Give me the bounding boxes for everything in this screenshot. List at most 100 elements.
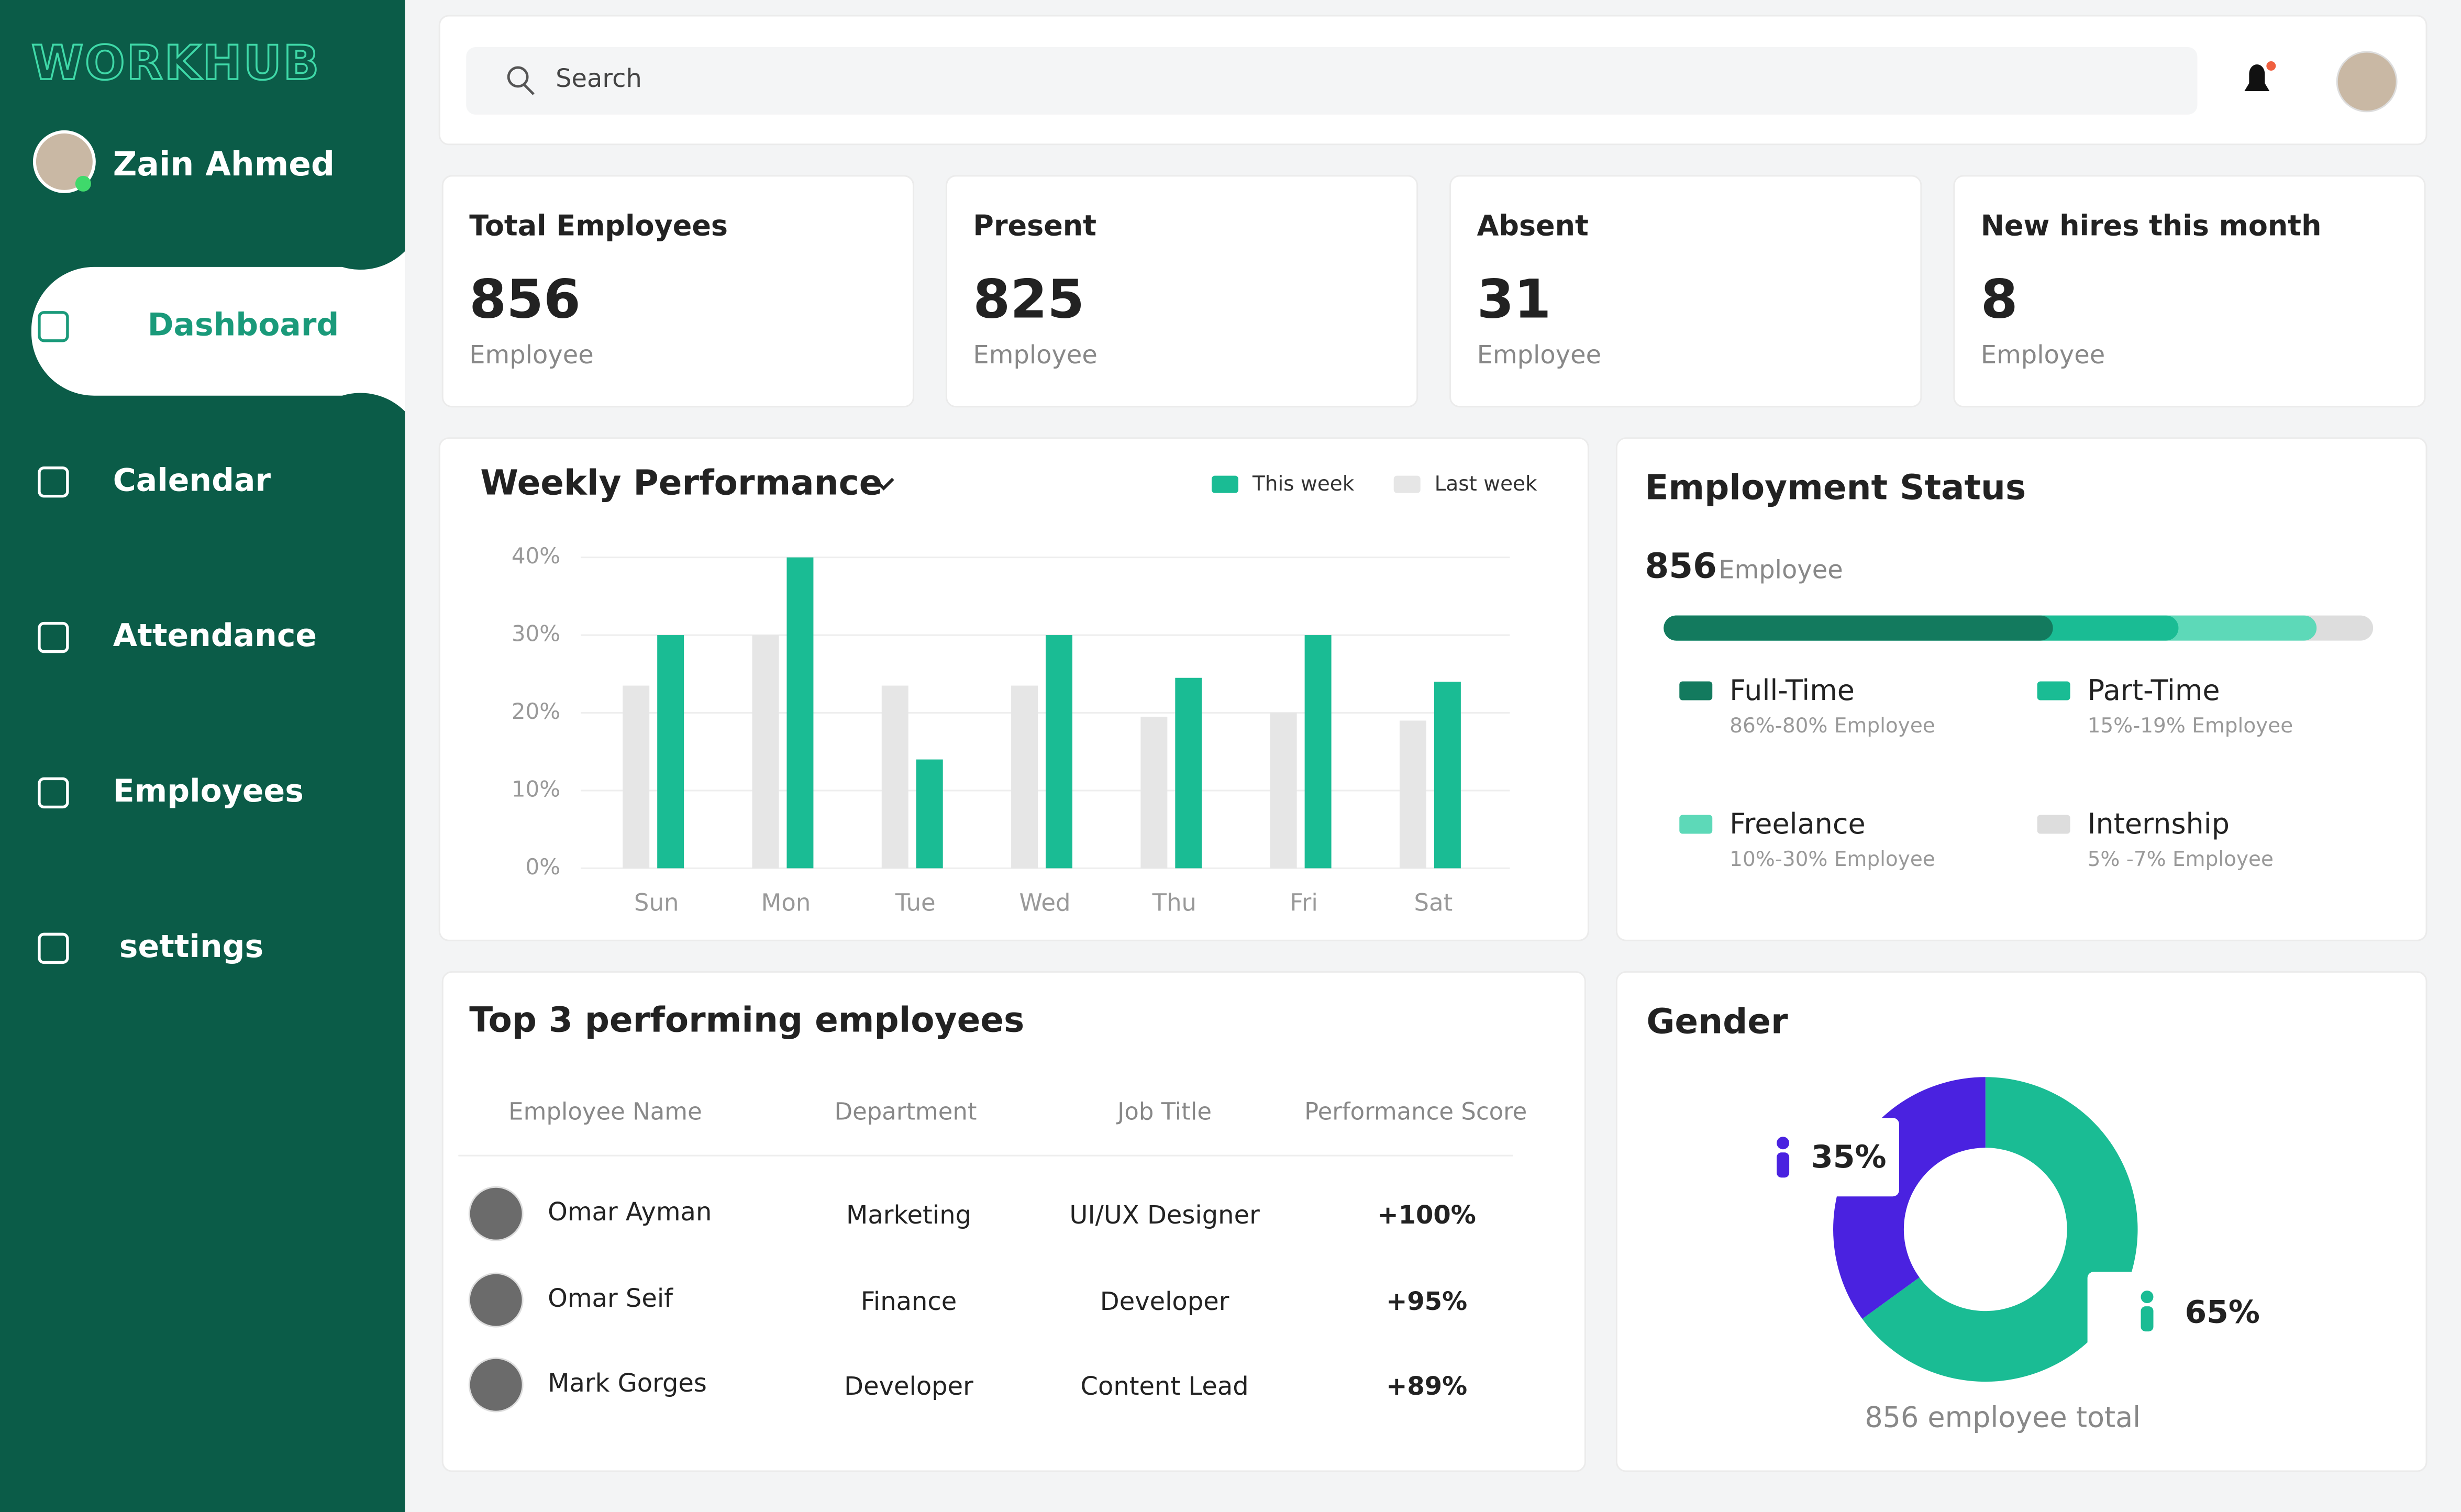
stat-unit: Employee xyxy=(1981,340,2105,370)
legend-swatch xyxy=(2037,681,2070,701)
active-nav-bg xyxy=(31,251,405,412)
person-icon-body xyxy=(2141,1306,2154,1332)
bar xyxy=(752,635,779,869)
stat-label: Total Employees xyxy=(469,209,728,242)
stat-value: 856 xyxy=(469,269,581,331)
performance-score: +95% xyxy=(1386,1287,1467,1316)
legend-swatch xyxy=(1393,475,1421,493)
status-total: 856 xyxy=(1645,546,1717,586)
x-tick-label: Fri xyxy=(1290,888,1318,916)
dropdown-icon[interactable] xyxy=(873,477,894,491)
x-tick-label: Thu xyxy=(1152,888,1196,916)
bar xyxy=(1175,677,1202,869)
y-tick-label: 0% xyxy=(526,854,561,880)
logo: WORKHUB xyxy=(31,36,320,91)
section-title: Gender xyxy=(1646,1001,1788,1041)
column-header: Performance Score xyxy=(1304,1097,1527,1125)
chart-title: Weekly Performance xyxy=(480,463,882,503)
user-name: Zain Ahmed xyxy=(113,145,335,183)
legend-label: Last week xyxy=(1435,472,1537,496)
nav-item: Dashboard xyxy=(148,306,339,343)
donut-caption: 856 employee total xyxy=(1865,1401,2141,1434)
bell-icon[interactable] xyxy=(2244,64,2270,91)
bar xyxy=(1399,720,1426,869)
bar xyxy=(1270,713,1297,869)
header-avatar[interactable] xyxy=(2336,51,2398,113)
legend-sublabel: 10%-30% Employee xyxy=(1730,848,1935,871)
table-cell: Finance xyxy=(861,1287,957,1316)
nav-item: settings xyxy=(119,928,263,965)
y-tick-label: 40% xyxy=(512,543,560,569)
label-box xyxy=(2087,1272,2260,1354)
bell-dot xyxy=(2266,61,2276,71)
donut-slice xyxy=(1862,1077,2138,1382)
search-icon xyxy=(507,66,529,88)
x-tick-label: Sun xyxy=(634,888,679,916)
stat-unit: Employee xyxy=(973,340,1098,370)
stat-card xyxy=(945,175,1418,408)
section-title: Employment Status xyxy=(1645,468,2026,508)
bar xyxy=(1046,635,1073,869)
sidebar xyxy=(0,0,405,1512)
x-tick-label: Sat xyxy=(1414,888,1453,916)
legend-swatch xyxy=(1679,681,1713,701)
table-cell: Marketing xyxy=(846,1200,971,1230)
nav-item: Attendance xyxy=(113,617,317,654)
donut-label: 35% xyxy=(1811,1139,1886,1175)
employee-avatar xyxy=(468,1186,524,1241)
bar xyxy=(916,759,943,869)
column-header: Job Title xyxy=(1116,1097,1212,1125)
legend-sublabel: 15%-19% Employee xyxy=(2088,714,2293,738)
bar xyxy=(881,685,908,869)
legend-label: This week xyxy=(1252,472,1355,496)
stat-label: New hires this month xyxy=(1981,209,2322,242)
column-header: Employee Name xyxy=(508,1097,702,1125)
nav-icon[interactable] xyxy=(38,311,69,342)
table-cell: Content Lead xyxy=(1081,1372,1249,1401)
nav-icon[interactable] xyxy=(38,932,69,964)
status-unit: Employee xyxy=(1719,555,1843,585)
legend-sublabel: 86%-80% Employee xyxy=(1730,714,1935,738)
x-tick-label: Mon xyxy=(761,888,811,916)
label-box xyxy=(1758,1118,1899,1197)
nav-icon[interactable] xyxy=(38,621,69,653)
table-cell: Developer xyxy=(1100,1287,1229,1316)
person-icon xyxy=(2141,1291,2154,1304)
stat-label: Present xyxy=(973,209,1096,242)
bar xyxy=(657,635,684,869)
nav-icon[interactable] xyxy=(38,466,69,498)
y-tick-label: 10% xyxy=(512,776,560,802)
employee-avatar xyxy=(468,1357,524,1413)
performance-score: +89% xyxy=(1386,1372,1467,1401)
employment-card xyxy=(1615,437,2427,941)
legend-label: Freelance xyxy=(1730,807,1866,840)
user-avatar xyxy=(32,130,96,193)
x-tick-label: Tue xyxy=(895,888,936,916)
legend-swatch xyxy=(1679,815,1713,834)
bar xyxy=(1434,682,1461,869)
table-card xyxy=(441,971,1586,1472)
person-icon-body xyxy=(1777,1152,1790,1178)
bar xyxy=(623,685,650,869)
table-cell: Omar Ayman xyxy=(548,1197,712,1227)
online-dot xyxy=(75,175,91,192)
stat-unit: Employee xyxy=(1477,340,1602,370)
legend-sublabel: 5% -7% Employee xyxy=(2088,848,2274,871)
stat-value: 8 xyxy=(1981,269,2018,331)
bar xyxy=(1140,716,1168,869)
stat-card xyxy=(441,175,915,408)
bar xyxy=(1304,635,1332,869)
legend-label: Internship xyxy=(2088,807,2230,840)
legend-swatch xyxy=(1212,475,1238,493)
y-tick-label: 30% xyxy=(512,621,560,647)
nav-icon[interactable] xyxy=(38,777,69,809)
search-box[interactable] xyxy=(466,47,2198,115)
status-bar-segment xyxy=(1664,615,2053,641)
x-tick-label: Wed xyxy=(1019,888,1071,916)
stat-card xyxy=(1953,175,2426,408)
search-placeholder: Search xyxy=(556,64,642,93)
search-icon-handle xyxy=(523,84,535,95)
gender-card xyxy=(1615,971,2427,1472)
performance-score: +100% xyxy=(1378,1200,1476,1230)
legend-label: Full-Time xyxy=(1730,674,1855,707)
